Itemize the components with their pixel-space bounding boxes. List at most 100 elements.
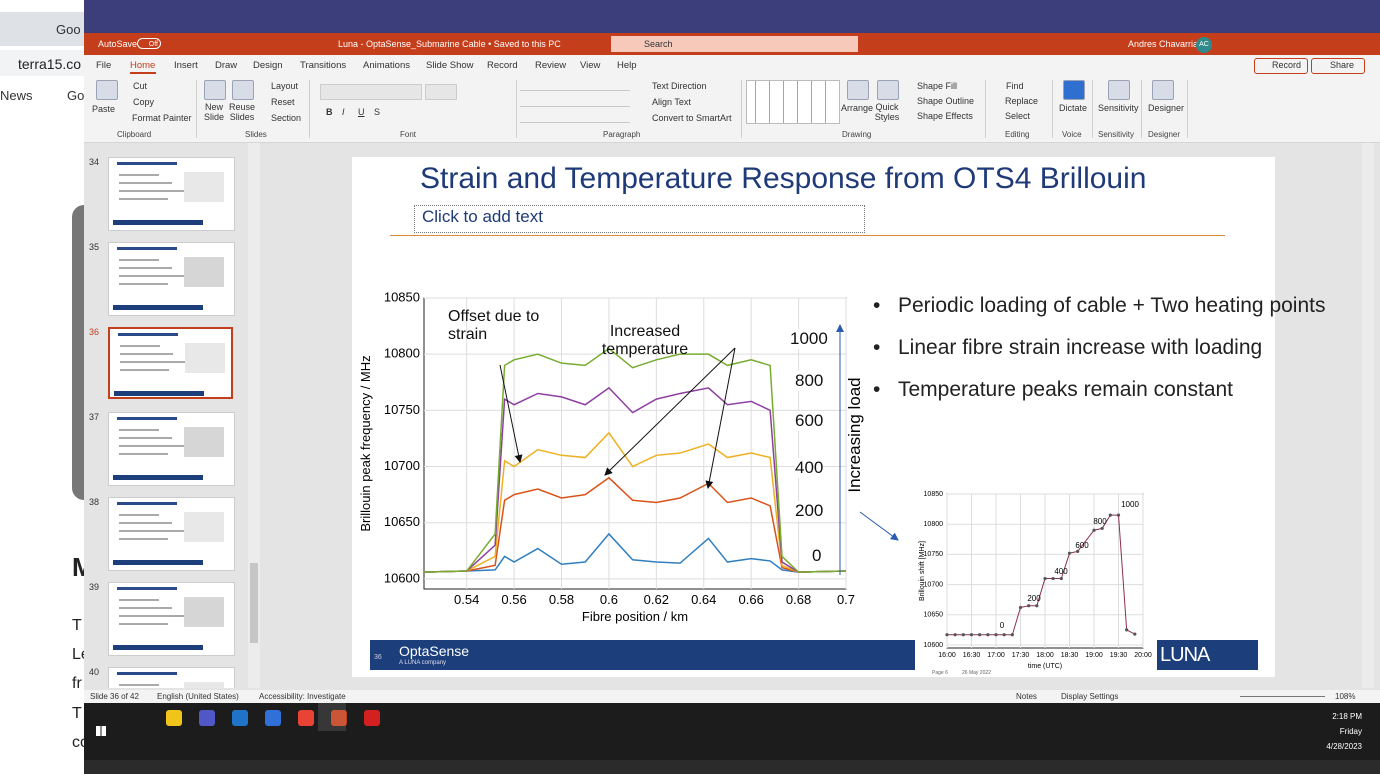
taskbar-app[interactable] (298, 710, 314, 726)
taskbar-app[interactable] (232, 710, 248, 726)
annotation: 800 (795, 371, 824, 391)
search-box[interactable] (611, 36, 858, 52)
user-initials[interactable]: AC (1196, 37, 1212, 53)
zoom-slider[interactable] (1240, 696, 1325, 697)
x-tick-label: 0.64 (691, 592, 716, 607)
browser-tab[interactable]: Goo (56, 22, 81, 37)
thumb-line (119, 453, 168, 455)
x-tick-label: 0.54 (454, 592, 479, 607)
ribbon-action[interactable]: Share (1330, 60, 1355, 70)
record-button[interactable] (1254, 58, 1308, 74)
status-display[interactable]: Display Settings (1061, 692, 1119, 701)
slide-scrollbar[interactable] (1362, 143, 1374, 688)
thumb-title (118, 333, 178, 336)
user-name: Andres Chavarria (1128, 39, 1199, 49)
autosave-toggle[interactable]: Off (137, 38, 161, 49)
thumb-title (117, 502, 177, 505)
ribbon-tab[interactable]: Review (535, 60, 567, 71)
slide-thumbnail[interactable] (108, 327, 233, 399)
slide-thumbnail[interactable] (108, 667, 235, 688)
ribbon-command[interactable]: Replace (1005, 96, 1039, 106)
annotation: Increasing load (845, 377, 864, 493)
bookmark[interactable]: News (0, 88, 33, 103)
ribbon-command[interactable]: Format Painter (132, 113, 192, 123)
styles-icon (877, 80, 899, 100)
thumb-scrollbar[interactable] (248, 143, 260, 688)
font-button[interactable]: U (358, 107, 365, 117)
ribbon-command[interactable]: Shape Effects (917, 111, 973, 121)
taskbar-app[interactable] (166, 710, 182, 726)
ribbon-tab[interactable]: File (96, 60, 112, 71)
ribbon-command[interactable]: Shape Outline (917, 96, 975, 106)
ribbon-command[interactable]: Arrange (841, 103, 874, 113)
slide-thumbnail[interactable] (108, 582, 235, 656)
ribbon-tab[interactable]: Slide Show (426, 60, 474, 71)
taskbar-app[interactable] (364, 710, 380, 726)
ribbon-tab[interactable]: Insert (174, 60, 198, 71)
ribbon-tab[interactable]: Animations (363, 60, 410, 71)
annotation-arrow (604, 347, 736, 476)
ribbon-command[interactable]: Reset (271, 97, 295, 107)
slide-thumbnail[interactable] (108, 242, 235, 316)
ribbon-command[interactable]: Align Text (652, 97, 691, 107)
status-language[interactable]: English (United States) (157, 692, 239, 701)
annotation: 200 (1027, 594, 1041, 603)
start-button[interactable] (96, 726, 106, 736)
ribbon-tab[interactable]: View (580, 60, 601, 71)
ribbon-command[interactable]: Select (1005, 111, 1031, 121)
font-button[interactable]: S (374, 107, 381, 117)
ribbon-command[interactable]: Dictate (1059, 103, 1088, 113)
thumb-title (117, 587, 177, 590)
status-zoom[interactable]: 108% (1335, 692, 1356, 701)
slide-thumbnail[interactable] (108, 157, 235, 231)
ribbon-command[interactable]: Paste (92, 104, 116, 114)
ribbon-command[interactable]: Copy (133, 97, 155, 107)
ribbon-command[interactable]: Reuse Slides (228, 102, 255, 122)
ribbon-command[interactable]: Convert to SmartArt (652, 113, 732, 123)
ribbon-tab[interactable]: Design (253, 60, 283, 71)
status-notes[interactable]: Notes (1016, 692, 1037, 701)
ribbon-command[interactable]: Designer (1148, 103, 1185, 113)
bullet: Temperature peaks remain constant (873, 376, 1248, 404)
y-tick-label: 10600 (924, 642, 944, 649)
ribbon-command[interactable]: Cut (133, 81, 148, 91)
taskbar-app[interactable] (199, 710, 215, 726)
size-box[interactable] (425, 84, 457, 100)
font-button[interactable]: I (342, 107, 345, 117)
ribbon-tab[interactable]: Draw (215, 60, 238, 71)
thumb-line (119, 182, 172, 184)
address-bar[interactable] (0, 50, 84, 76)
font-button[interactable]: B (326, 107, 333, 117)
status-accessibility[interactable]: Accessibility: Investigate (259, 692, 346, 701)
ribbon-command[interactable]: Layout (271, 81, 299, 91)
ribbon-command[interactable]: Find (1006, 81, 1024, 91)
shape-gallery[interactable] (746, 80, 840, 124)
share-button[interactable] (1311, 58, 1365, 74)
taskbar-app[interactable] (331, 710, 347, 726)
ribbon-command[interactable]: Section (271, 113, 302, 123)
paste-icon (96, 80, 118, 100)
ribbon-action[interactable]: Record (1272, 60, 1302, 70)
thumb-image (184, 427, 224, 457)
thumb-number: 35 (89, 242, 100, 252)
data-point (986, 633, 990, 637)
taskbar-app[interactable] (265, 710, 281, 726)
placeholder[interactable]: Click to add text (422, 207, 543, 226)
ribbon-tab[interactable]: Help (617, 60, 637, 71)
slide-thumbnail[interactable] (108, 412, 235, 486)
x-tick-label: 16:00 (938, 652, 956, 659)
ribbon-tab[interactable]: Transitions (300, 60, 347, 71)
ribbon-command[interactable]: New Slide (203, 102, 224, 122)
bookmark[interactable]: Go (67, 88, 85, 103)
ribbon-command[interactable]: Shape Fill (917, 81, 958, 91)
ribbon-command[interactable]: Quick Styles (874, 102, 900, 122)
ribbon-command[interactable]: Sensitivity (1098, 103, 1139, 113)
placeholder-box[interactable] (414, 205, 865, 233)
font-box[interactable] (320, 84, 422, 100)
ribbon-tab[interactable]: Record (487, 60, 518, 71)
ribbon-group: Paragraph (603, 130, 641, 139)
slide-thumbnail[interactable] (108, 497, 235, 571)
ribbon-command[interactable]: Text Direction (652, 81, 707, 91)
data-point (953, 633, 957, 637)
ribbon-tab[interactable]: Home (130, 60, 156, 71)
